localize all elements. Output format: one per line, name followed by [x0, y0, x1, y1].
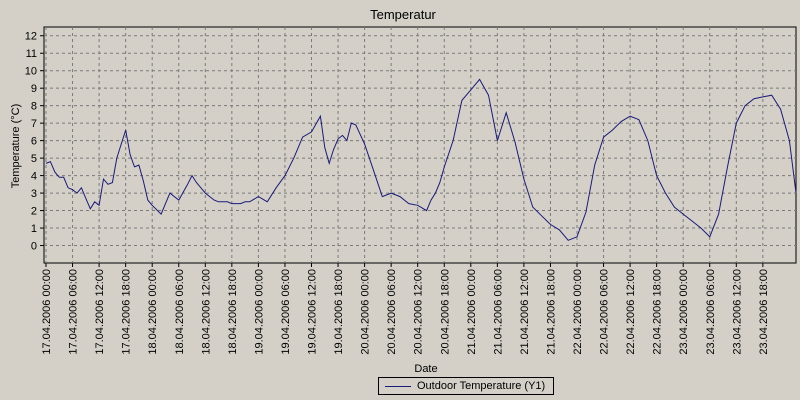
grid — [44, 27, 796, 263]
y-tick-label: 8 — [31, 101, 37, 113]
y-tick-label: 12 — [25, 31, 37, 43]
x-tick-label: 17.04.2006 06:00 — [68, 269, 80, 355]
y-tick-label: 0 — [31, 241, 37, 253]
y-tick-label: 11 — [26, 48, 37, 60]
legend: Outdoor Temperature (Y1) — [378, 377, 554, 395]
y-tick-label: 9 — [31, 83, 37, 95]
x-axis-label: Date — [414, 363, 437, 375]
series-group — [45, 78, 797, 241]
series-line-outdoor-temperature — [45, 78, 797, 241]
x-tick-label: 18.04.2006 00:00 — [147, 269, 159, 355]
x-tick-label: 19.04.2006 12:00 — [307, 269, 319, 355]
y-tick-label: 1 — [31, 223, 37, 235]
x-tick-label: 19.04.2006 18:00 — [333, 269, 345, 355]
y-tick-label: 4 — [31, 171, 37, 183]
legend-label: Outdoor Temperature (Y1) — [417, 380, 546, 392]
plot-area — [43, 26, 797, 264]
x-tick-label: 23.04.2006 12:00 — [731, 269, 743, 355]
x-tick-label: 18.04.2006 18:00 — [227, 269, 239, 355]
x-tick-label: 20.04.2006 12:00 — [413, 269, 425, 355]
x-tick-label: 17.04.2006 12:00 — [94, 269, 106, 355]
y-tick-label: 5 — [31, 153, 37, 165]
x-tick-label: 19.04.2006 06:00 — [280, 269, 292, 355]
x-tick-label: 22.04.2006 12:00 — [625, 269, 637, 355]
x-tick-label: 22.04.2006 18:00 — [652, 269, 664, 355]
y-tick-label: 2 — [31, 206, 37, 218]
x-tick-label: 20.04.2006 18:00 — [439, 269, 451, 355]
x-tick-label: 21.04.2006 06:00 — [492, 269, 504, 355]
chart-title: Temperatur — [370, 7, 436, 22]
x-tick-label: 17.04.2006 18:00 — [121, 269, 133, 355]
x-tick-label: 22.04.2006 06:00 — [599, 269, 611, 355]
x-tick-label: 17.04.2006 00:00 — [41, 269, 53, 355]
x-tick-label: 23.04.2006 06:00 — [705, 269, 717, 355]
x-tick-label: 20.04.2006 06:00 — [386, 269, 398, 355]
y-axis-label: Temperature (°C) — [10, 104, 22, 188]
x-tick-label: 23.04.2006 18:00 — [758, 269, 770, 355]
x-axis-ticks: 17.04.2006 00:00 17.04.2006 06:00 17.04.20… — [41, 263, 770, 355]
legend-line-swatch — [385, 385, 411, 387]
y-tick-label: 6 — [31, 136, 37, 148]
x-tick-label: 21.04.2006 18:00 — [545, 269, 557, 355]
x-tick-label: 21.04.2006 12:00 — [519, 269, 531, 355]
x-tick-label: 18.04.2006 06:00 — [174, 269, 186, 355]
x-tick-label: 21.04.2006 00:00 — [466, 269, 478, 355]
x-tick-label: 19.04.2006 00:00 — [253, 269, 265, 355]
y-tick-label: 7 — [31, 118, 37, 130]
y-tick-label: 10 — [25, 66, 37, 78]
x-tick-label: 22.04.2006 00:00 — [572, 269, 584, 355]
x-tick-label: 18.04.2006 12:00 — [200, 269, 212, 355]
x-tick-label: 23.04.2006 00:00 — [678, 269, 690, 355]
y-tick-label: 3 — [31, 188, 37, 200]
x-tick-label: 20.04.2006 00:00 — [360, 269, 372, 355]
